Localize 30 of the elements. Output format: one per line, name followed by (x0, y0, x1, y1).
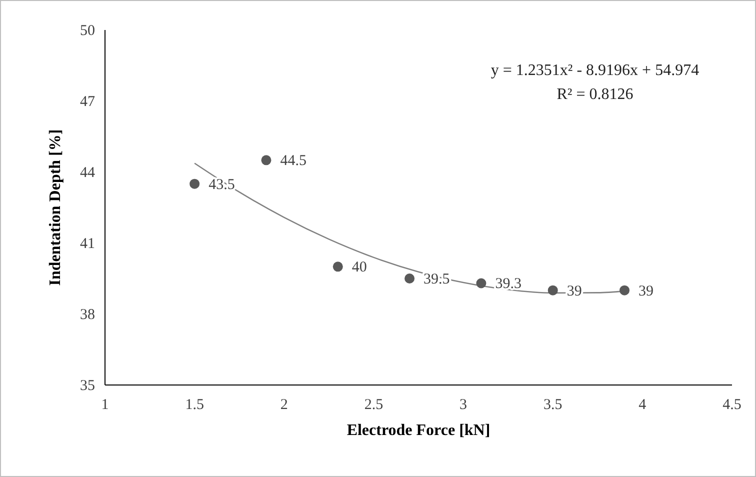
y-tick-label: 41 (80, 236, 95, 252)
point (332, 262, 343, 272)
x-tick-label: 2.5 (364, 397, 384, 413)
x-tick-label: 3.5 (543, 397, 562, 413)
y-tick-label: 47 (80, 94, 96, 110)
x-tick-label: 1.5 (185, 397, 204, 413)
point (476, 278, 486, 288)
y-tick-label: 38 (80, 307, 95, 323)
annotation: y = 1.2351x² - 8.9196x + 54.974 (490, 62, 700, 79)
y-tick-label: 44 (80, 165, 96, 181)
data-label: 39.3 (495, 276, 522, 292)
data-label: 40 (352, 260, 367, 276)
point (261, 155, 272, 166)
x-tick-label: 2 (280, 397, 288, 413)
point (548, 285, 558, 296)
x-axis-title: Electrode Force [kN] (346, 422, 490, 439)
x-tick-label: 4 (638, 397, 647, 413)
y-axis-title: Indentation Depth [%] (47, 129, 64, 286)
y-tick-label: 35 (80, 378, 95, 394)
x-tick-label: 1 (101, 397, 109, 413)
x-tick-label: 3 (460, 397, 468, 413)
point (190, 178, 200, 189)
data-label: 39.5 (424, 272, 450, 288)
data-label: 39 (638, 283, 654, 300)
x-tick-label: 4.5 (722, 397, 742, 413)
point (404, 274, 415, 284)
data-label: 44.5 (280, 153, 306, 170)
y-tick-label: 50 (80, 23, 95, 39)
point (620, 285, 630, 296)
annotation: R² = 0.8126 (556, 86, 634, 103)
